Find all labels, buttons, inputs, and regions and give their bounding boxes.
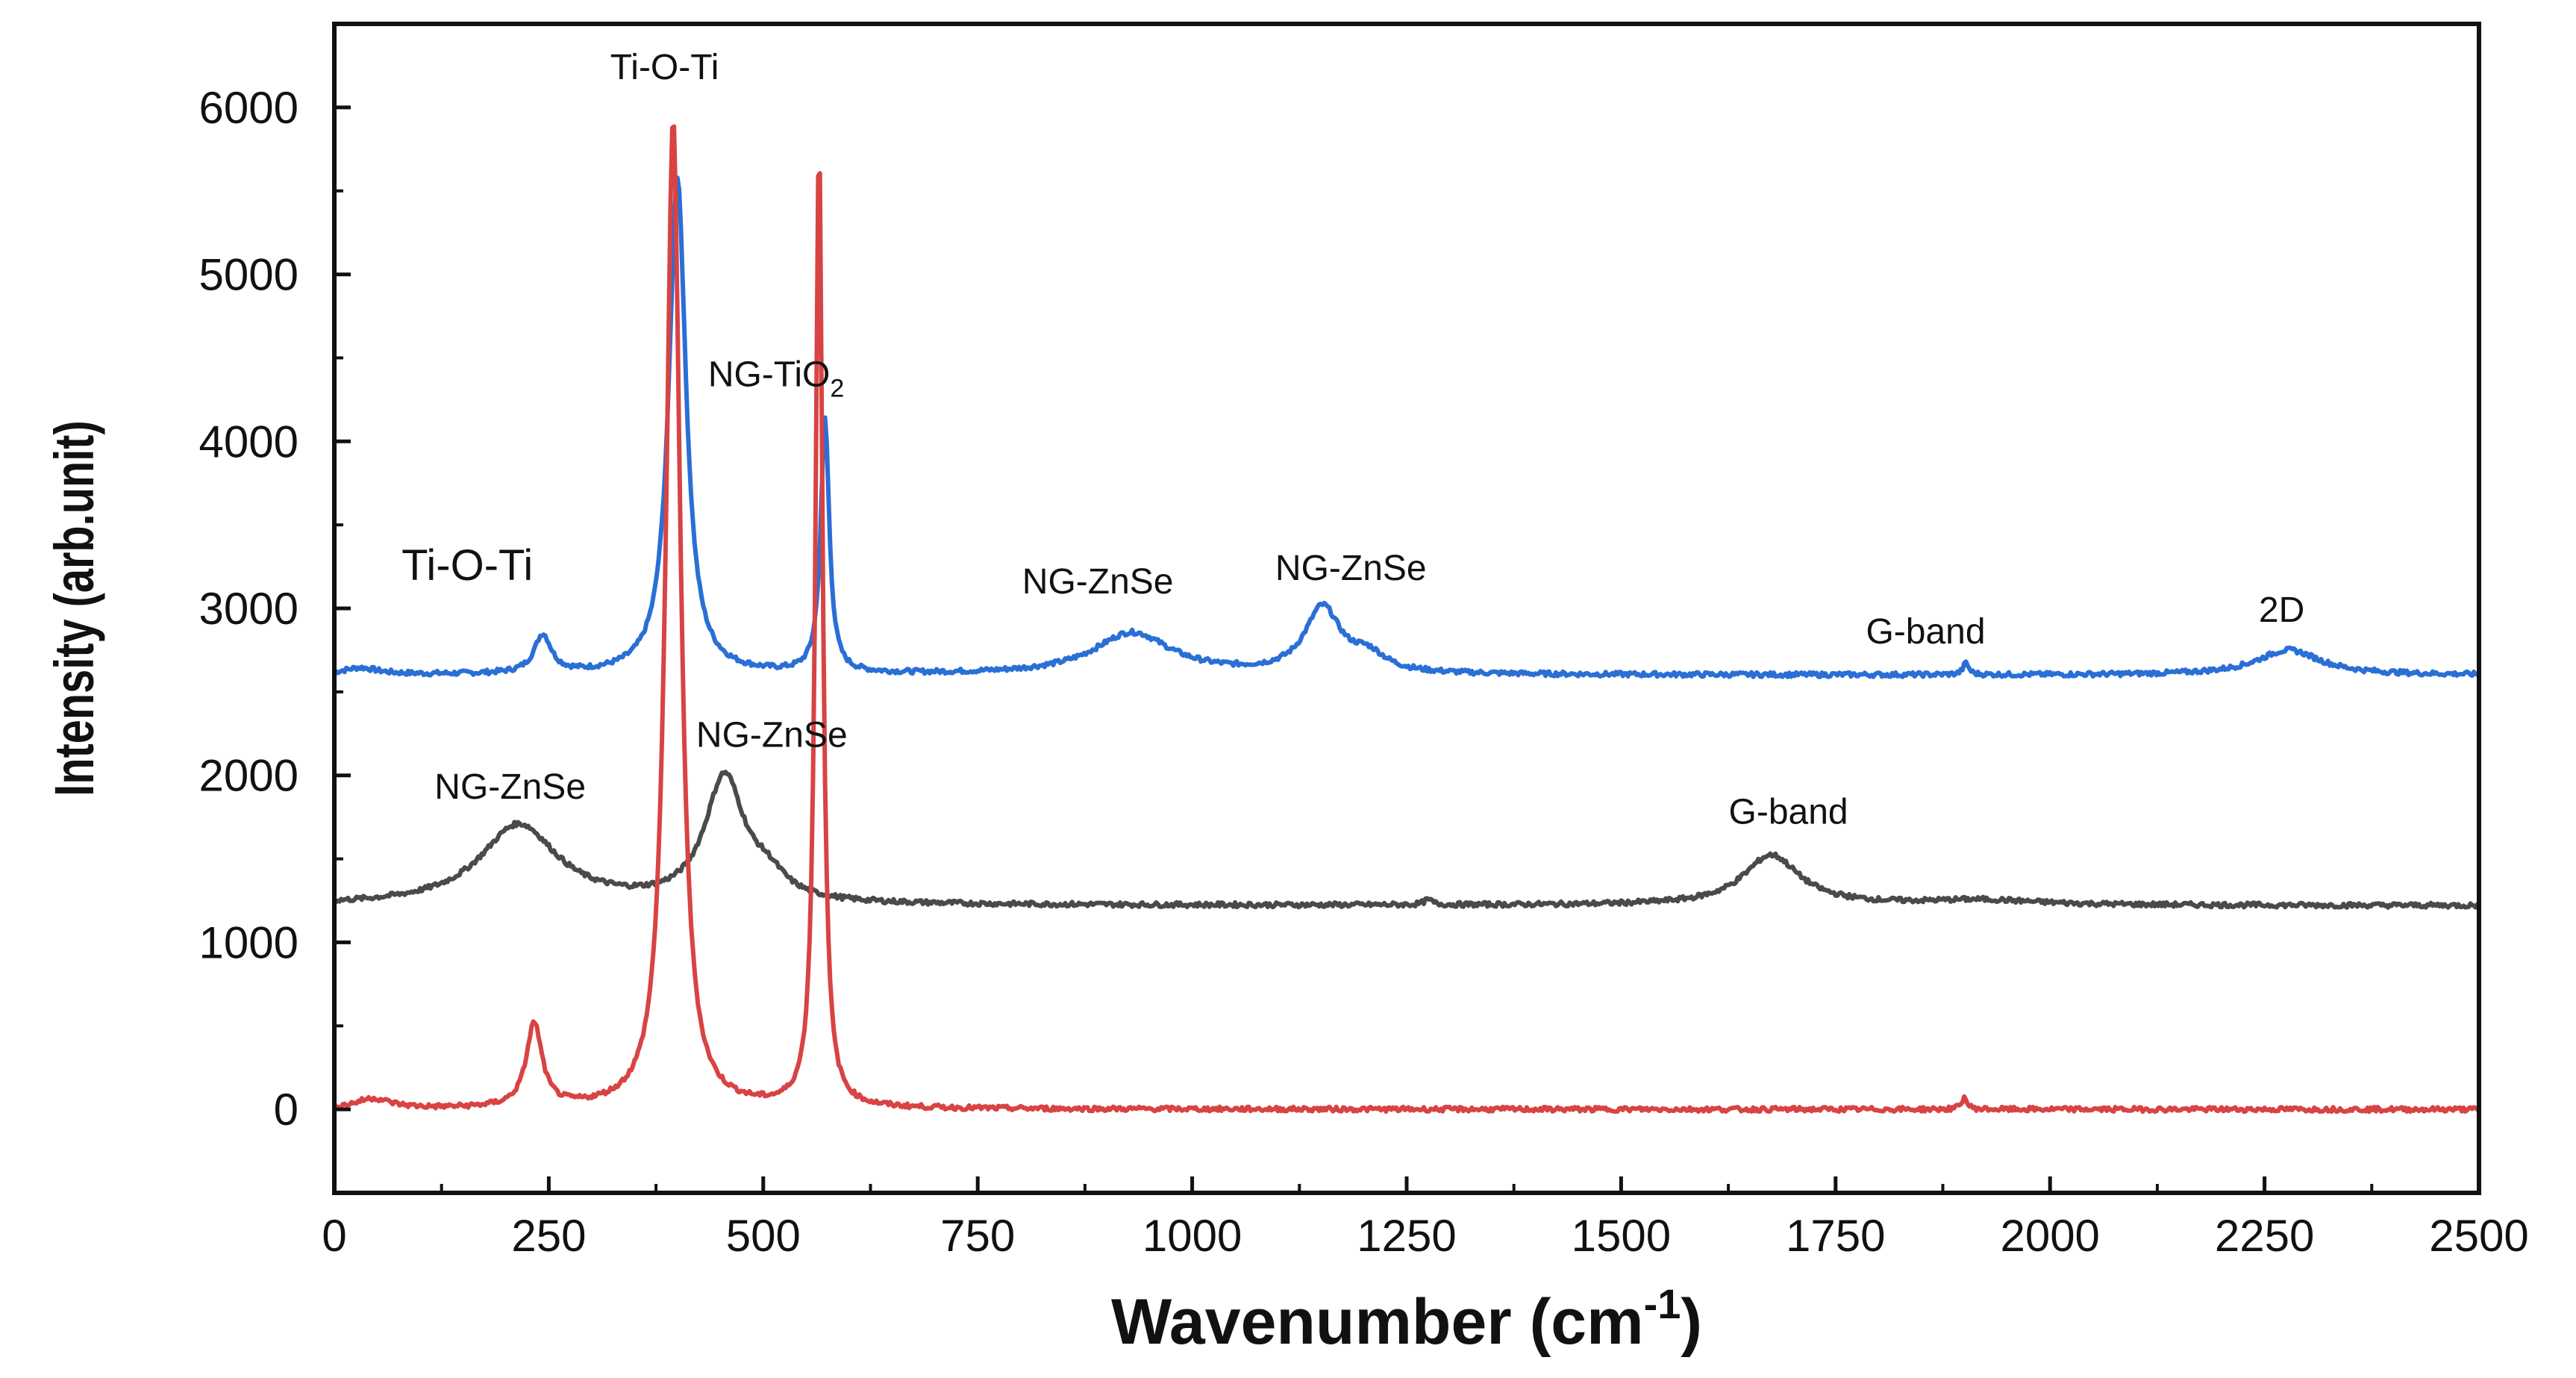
annotation-layer: Ti-O-Ti NG-TiO2 Ti-O-Ti NG-ZnSe NG-ZnSe G-ban… (401, 48, 2304, 832)
series-layer (332, 124, 2480, 1114)
y-tick-label-3000: 3000 (199, 584, 298, 634)
y-tick-label-0: 0 (274, 1085, 298, 1135)
x-tick-label-500: 500 (726, 1211, 801, 1261)
y-tick-label-5000: 5000 (199, 250, 298, 300)
x-axis-title-text: Wavenumber (cm (1111, 1286, 1644, 1358)
y-axis-title: Intensity (arb.unit) (44, 420, 106, 796)
x-tick-label-2250: 2250 (2215, 1211, 2314, 1261)
annotation-9: G-band (1729, 793, 1848, 832)
y-tick-label-4000: 4000 (199, 417, 298, 467)
series-line-1 (332, 770, 2480, 910)
y-tick-label-2000: 2000 (199, 751, 298, 801)
y-axis: 0 1000 2000 3000 4000 5000 6000 (199, 22, 351, 1194)
annotation-0: Ti-O-Ti (610, 48, 719, 87)
annotation-2: Ti-O-Ti (401, 541, 533, 590)
annotation-1: NG-TiO2 (708, 355, 844, 402)
annotation-8: NG-ZnSe (696, 716, 848, 755)
x-tick-label-2500: 2500 (2429, 1211, 2528, 1261)
x-tick-label-250: 250 (511, 1211, 586, 1261)
x-tick-label-1000: 1000 (1142, 1211, 1242, 1261)
x-tick-label-1250: 1250 (1357, 1211, 1456, 1261)
y-tick-label-1000: 1000 (199, 917, 298, 967)
x-tick-label-0: 0 (322, 1211, 346, 1261)
annotation-4: NG-ZnSe (1275, 549, 1427, 588)
x-axis: 0 250 500 750 1000 1250 1500 1750 2000 2250 2500 (322, 1176, 2529, 1261)
x-tick-label-2000: 2000 (2000, 1211, 2099, 1261)
x-tick-label-1500: 1500 (1572, 1211, 1671, 1261)
x-axis-title-close: ) (1681, 1286, 1702, 1358)
x-tick-label-750: 750 (940, 1211, 1015, 1261)
annotation-7: NG-ZnSe (434, 767, 586, 807)
x-tick-label-1750: 1750 (1786, 1211, 1885, 1261)
y-tick-label-6000: 6000 (199, 83, 298, 133)
annotation-6: 2D (2259, 590, 2304, 630)
annotation-5: G-band (1866, 612, 1985, 652)
series-line-2 (332, 124, 2480, 1114)
x-axis-title-sup: -1 (1644, 1280, 1681, 1327)
annotation-3: NG-ZnSe (1022, 562, 1174, 602)
x-axis-title: Wavenumber (cm-1) (1111, 1280, 1702, 1358)
series-line-0 (334, 175, 2480, 679)
